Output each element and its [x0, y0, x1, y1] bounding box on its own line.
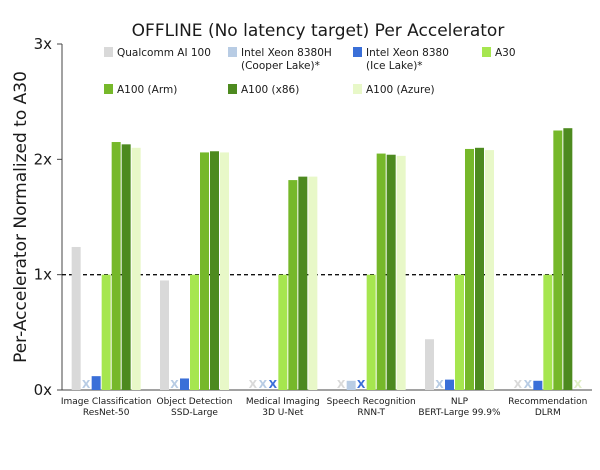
bar-1-6 [220, 152, 229, 390]
x-tick-sublabel: SSD-Large [171, 408, 218, 418]
bar-0-6 [131, 147, 141, 390]
legend-swatch [228, 84, 237, 94]
chart-title: OFFLINE (No latency target) Per Accelera… [132, 21, 505, 41]
bar-3-6 [396, 155, 406, 390]
bar-5-4 [553, 130, 563, 390]
legend-swatch [104, 84, 113, 94]
legend-label: Intel Xeon 8380 [366, 47, 449, 59]
bar-2-6 [308, 176, 318, 390]
bar-5-5 [563, 128, 573, 390]
bar-3-3 [366, 274, 376, 390]
not-submitted-marker: X [170, 378, 179, 391]
x-tick-sublabel: ResNet-50 [83, 408, 130, 418]
not-submitted-marker: X [249, 378, 258, 391]
legend-label: Intel Xeon 8380H [241, 47, 332, 59]
bar-3-5 [386, 154, 396, 390]
bar-0-0 [71, 246, 81, 390]
not-submitted-marker: X [524, 378, 533, 391]
not-submitted-marker: X [435, 378, 444, 391]
legend-label: A100 (Arm) [117, 84, 177, 96]
bar-3-4 [376, 153, 386, 390]
legend: Qualcomm AI 100 Intel Xeon 8380H(Cooper L… [104, 47, 516, 96]
not-submitted-marker: X [82, 378, 91, 391]
bar-5-3 [543, 274, 553, 390]
bar-2-5 [298, 176, 308, 390]
x-tick-label: Object Detection [157, 397, 233, 407]
bar-3-1 [346, 380, 356, 390]
x-tick-label: Speech Recognition [327, 397, 416, 407]
bar-5-2 [533, 380, 543, 390]
bar-4-0 [425, 339, 434, 390]
bar-1-4 [200, 152, 209, 390]
not-submitted-marker: X [514, 378, 523, 391]
y-axis-label: Per-Accelerator Normalized to A30 [11, 71, 31, 363]
bar-4-2 [445, 379, 454, 390]
legend-label: Qualcomm AI 100 [117, 47, 211, 59]
not-submitted-marker: X [259, 378, 268, 391]
legend-swatch [104, 47, 113, 57]
x-tick-sublabel: BERT-Large 99.9% [418, 408, 501, 418]
bar-4-6 [485, 150, 494, 390]
x-tick-sublabel: 3D U-Net [262, 408, 304, 418]
x-tick-label: Medical Imaging [246, 397, 320, 407]
legend-label: A100 (Azure) [366, 84, 435, 96]
not-submitted-marker: X [357, 378, 366, 391]
x-tick-sublabel: RNN-T [357, 408, 385, 418]
y-tick-label: 1x [34, 266, 53, 284]
legend-label: A30 [495, 47, 516, 59]
bar-4-5 [475, 147, 484, 390]
y-tick-label: 0x [34, 381, 53, 399]
bar-0-5 [121, 144, 131, 390]
legend-swatch [353, 84, 362, 94]
bar-0-3 [101, 274, 111, 390]
x-tick-label: Image Classification [61, 397, 152, 407]
not-submitted-marker: X [269, 378, 278, 391]
y-tick-label: 3x [34, 35, 53, 53]
bar-0-4 [111, 142, 121, 390]
legend-label: A100 (x86) [241, 84, 299, 96]
legend-swatch [228, 47, 237, 57]
bar-2-4 [288, 180, 298, 390]
x-tick-label: NLP [451, 397, 469, 407]
bar-1-0 [160, 280, 169, 390]
bar-4-4 [465, 148, 474, 390]
bar-1-5 [210, 151, 219, 390]
x-tick-label: Recommendation [508, 397, 587, 407]
not-submitted-marker: X [574, 378, 583, 391]
legend-swatch [482, 47, 491, 57]
legend-label: (Cooper Lake)* [241, 60, 320, 72]
legend-label: (Ice Lake)* [366, 60, 423, 72]
bar-4-3 [455, 274, 464, 390]
bar-1-2 [180, 378, 189, 390]
bar-1-3 [190, 274, 199, 390]
bar-2-3 [278, 274, 288, 390]
legend-swatch [353, 47, 362, 57]
x-tick-sublabel: DLRM [535, 408, 561, 418]
not-submitted-marker: X [337, 378, 346, 391]
bar-0-2 [91, 376, 101, 390]
y-tick-label: 2x [34, 150, 53, 168]
